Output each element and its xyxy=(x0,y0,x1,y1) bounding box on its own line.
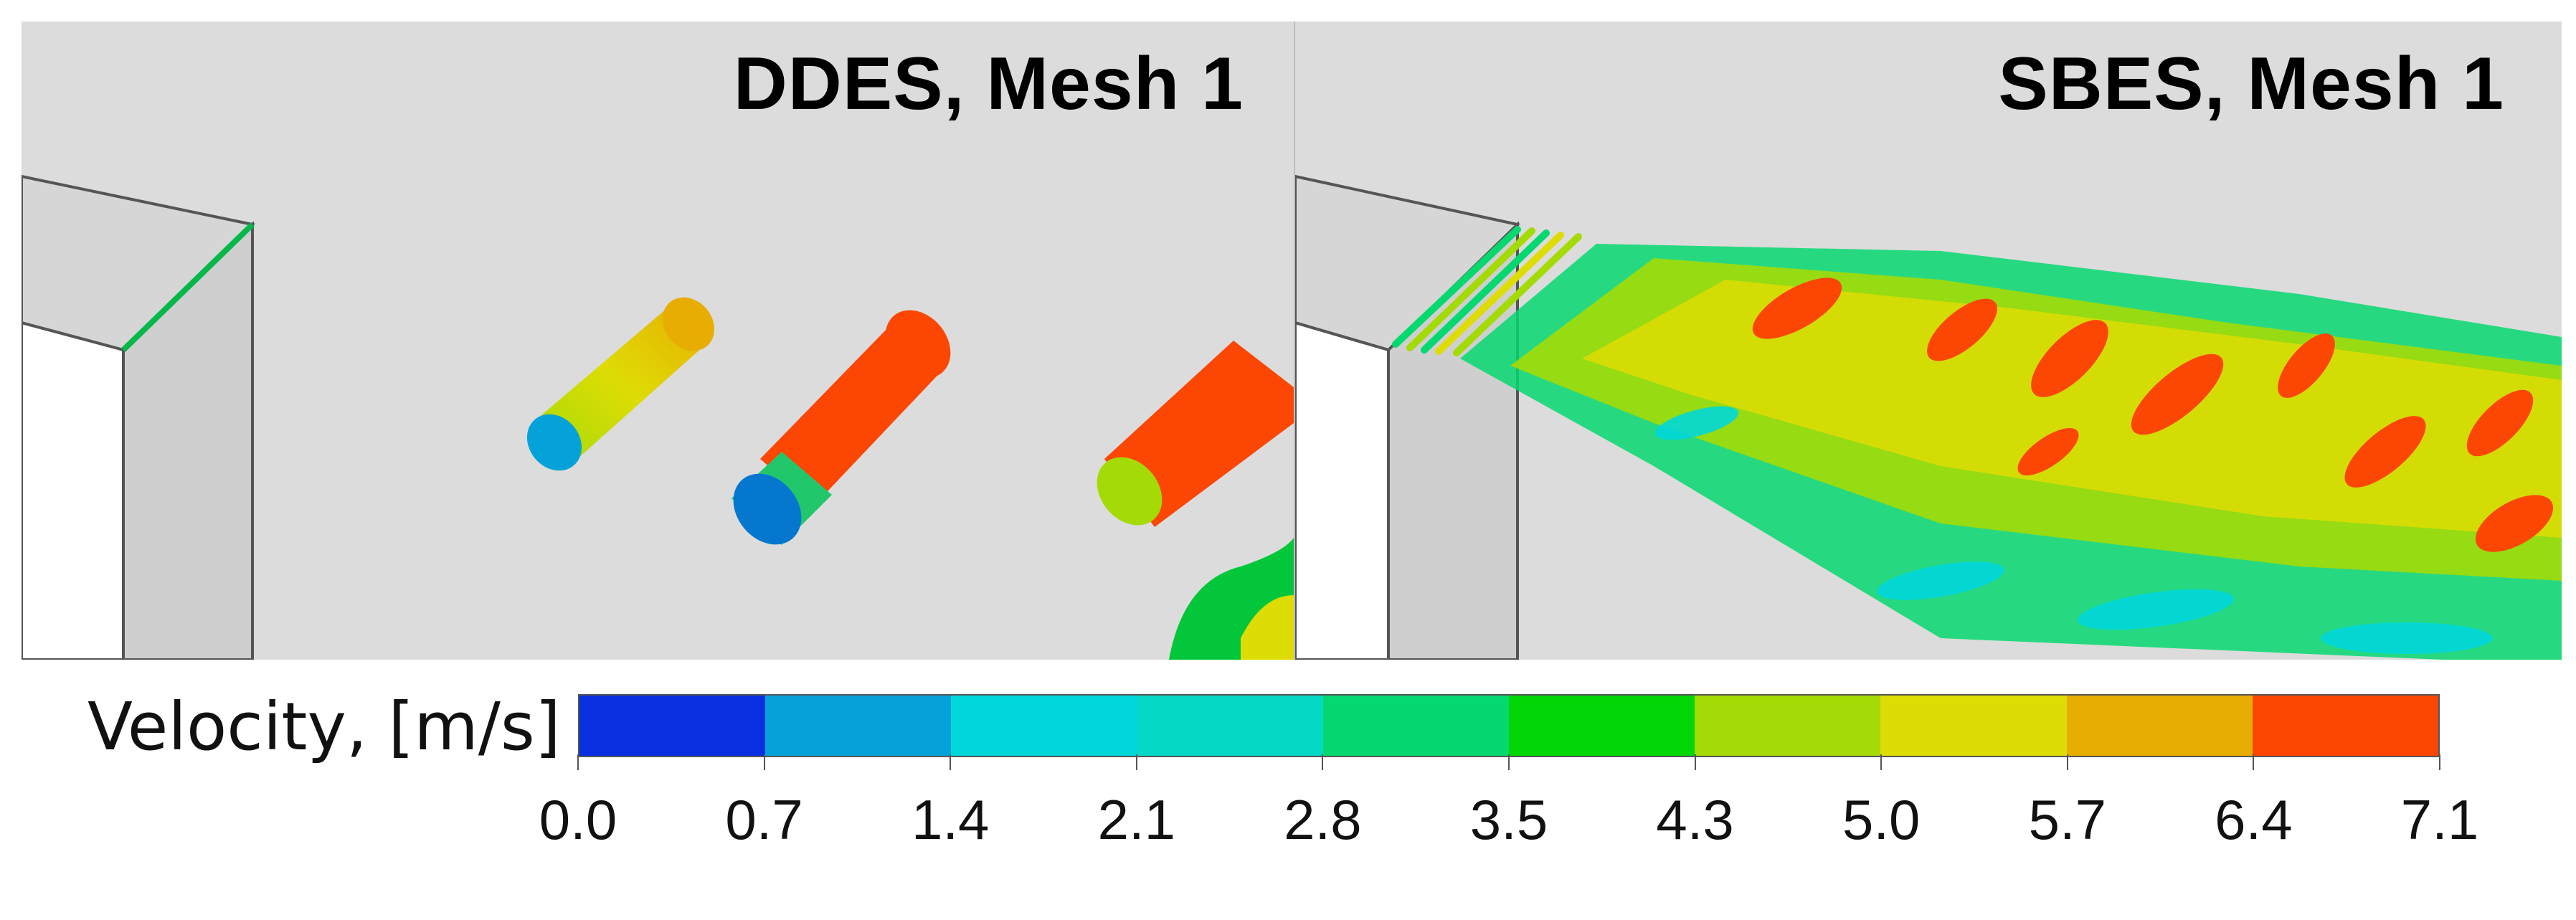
colorbar-tick-label: 6.4 xyxy=(2215,788,2293,851)
sbes-panel-title: SBES, Mesh 1 xyxy=(1998,42,2504,125)
panel-divider xyxy=(1294,22,1295,660)
building-edge-stripe xyxy=(121,222,255,352)
colorbar-swatch xyxy=(2252,696,2439,756)
colorbar-tick xyxy=(763,754,765,770)
colorbar-tick-label: 5.7 xyxy=(2028,788,2107,851)
colorbar xyxy=(578,694,2440,757)
colorbar-tick-label: 2.8 xyxy=(1284,788,1362,851)
wake-cool-structures xyxy=(1654,406,2493,654)
colorbar-swatch xyxy=(1322,696,1510,756)
ddes-panel: DDES, Mesh 1 xyxy=(22,22,1294,660)
colorbar-tick xyxy=(2253,754,2255,770)
colorbar-tick xyxy=(2439,754,2440,770)
colorbar-tick xyxy=(1694,754,1696,770)
ddes-panel-title: DDES, Mesh 1 xyxy=(733,42,1244,125)
legend-title: Velocity, [m/s] xyxy=(87,688,561,765)
colorbar-swatch xyxy=(1137,696,1323,756)
shear-layer-vortices xyxy=(1392,226,1582,356)
colorbar-tick xyxy=(577,754,579,770)
building-front-face xyxy=(1295,321,1390,660)
colorbar-tick xyxy=(1322,754,1324,770)
colorbar-tick-label: 0.7 xyxy=(725,788,803,851)
colorbar-tick xyxy=(1508,754,1510,770)
ddes-scene xyxy=(22,174,1294,660)
building-front-face xyxy=(22,321,125,660)
wake-hot-structures xyxy=(1752,278,2554,552)
colorbar-tick xyxy=(2066,754,2068,770)
sbes-scene xyxy=(1295,174,2562,660)
colorbar-tick-label: 1.4 xyxy=(911,788,990,851)
colorbar-tick-label: 7.1 xyxy=(2400,788,2479,851)
colorbar-swatch xyxy=(951,696,1137,756)
colorbar-swatch xyxy=(765,696,952,756)
colorbar-tick-label: 4.3 xyxy=(1656,788,1734,851)
colorbar-tick-label: 3.5 xyxy=(1469,788,1548,851)
vortex-tube-3 xyxy=(1097,341,1294,527)
colorbar-swatch xyxy=(579,696,766,756)
velocity-legend: Velocity, [m/s] 0.0 0.7 1.4 2.1 2.8 3.5 4.3 5.0… xyxy=(0,660,2576,920)
colorbar-swatch xyxy=(1695,696,1881,756)
colorbar-tick-label: 0.0 xyxy=(539,788,617,851)
colorbar-swatch xyxy=(1880,696,2067,756)
colorbar-tick xyxy=(1880,754,1883,770)
colorbar-swatch xyxy=(1509,696,1695,756)
colorbar-tick-label: 5.0 xyxy=(1842,788,1921,851)
colorbar-tick xyxy=(950,754,952,770)
colorbar-tick xyxy=(1135,754,1137,770)
vortex-tube-2 xyxy=(731,310,951,545)
colorbar-tick-label: 2.1 xyxy=(1097,788,1176,851)
sbes-panel: SBES, Mesh 1 xyxy=(1295,22,2562,660)
colorbar-swatch xyxy=(2066,696,2253,756)
vortex-tube-1 xyxy=(526,297,715,471)
